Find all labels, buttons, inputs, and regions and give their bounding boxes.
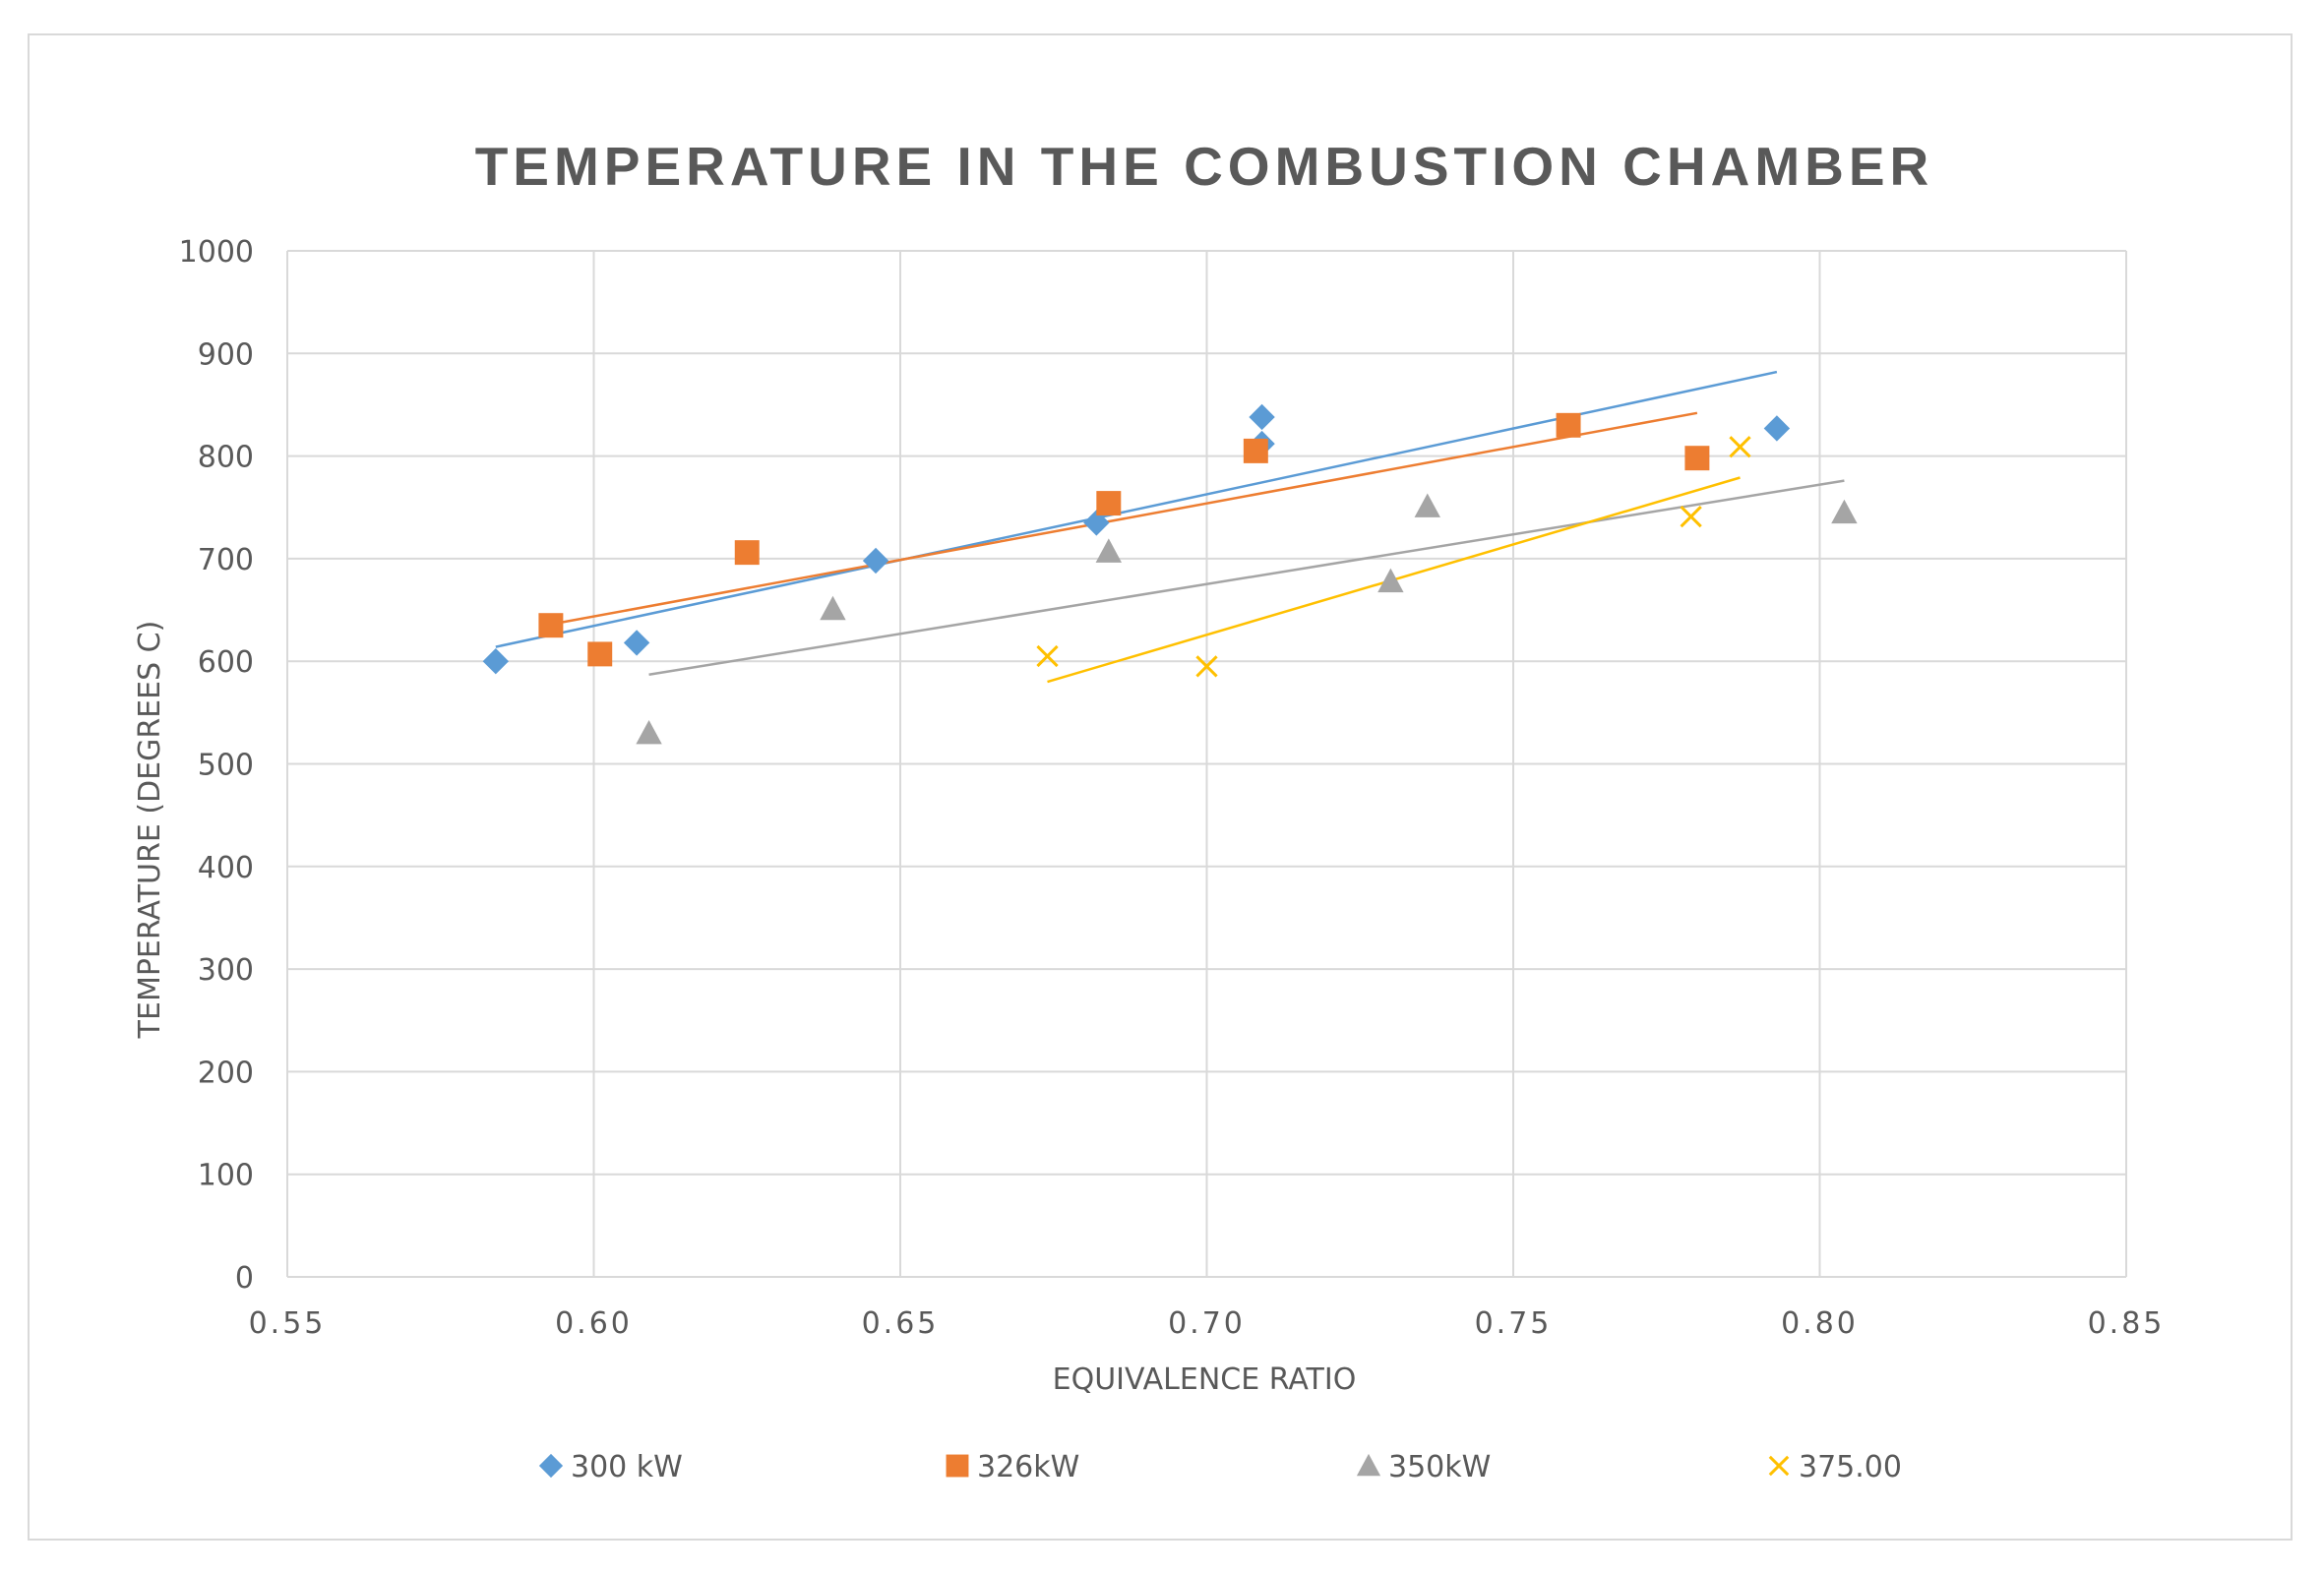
data-point xyxy=(623,630,650,656)
data-point xyxy=(1763,415,1791,442)
trendline xyxy=(648,479,1845,676)
y-tick-label: 800 xyxy=(198,441,254,475)
legend-marker xyxy=(1356,1453,1381,1477)
trendline xyxy=(495,370,1778,648)
data-point xyxy=(1195,655,1218,678)
data-point xyxy=(1377,568,1404,593)
x-tick-label: 0.70 xyxy=(1168,1306,1246,1341)
data-point xyxy=(1083,510,1110,536)
y-tick-label: 200 xyxy=(198,1056,254,1090)
data-point xyxy=(1680,505,1702,528)
y-tick-label: 500 xyxy=(198,749,254,783)
legend-marker xyxy=(1768,1455,1790,1477)
y-tick-label: 1000 xyxy=(179,235,254,270)
data-point xyxy=(482,648,510,675)
y-tick-label: 0 xyxy=(235,1261,254,1296)
data-point xyxy=(1684,446,1710,471)
y-tick-label: 100 xyxy=(198,1159,254,1193)
legend-item: 375.00 xyxy=(1768,1450,1902,1484)
trendlines xyxy=(495,370,1845,684)
data-point xyxy=(1249,403,1275,431)
y-axis-label: TEMPERATURE (DEGREES C) xyxy=(133,621,167,1040)
y-tick-label: 400 xyxy=(198,851,254,885)
data-point xyxy=(1096,491,1122,516)
y-tick-label: 600 xyxy=(198,645,254,680)
x-tick-label: 0.60 xyxy=(555,1306,633,1341)
x-tick-label: 0.75 xyxy=(1475,1306,1553,1341)
chart-title: TEMPERATURE IN THE COMBUSTION CHAMBER xyxy=(475,136,1934,197)
data-point xyxy=(1036,644,1059,668)
x-tick-label: 0.85 xyxy=(2088,1306,2166,1341)
data-point xyxy=(734,540,760,566)
legend-label: 326kW xyxy=(977,1450,1079,1484)
legend: 300 kW 326kW 350kW 375.00 xyxy=(538,1450,1902,1484)
data-point xyxy=(820,595,846,621)
trendline xyxy=(550,411,1698,626)
y-tick-label: 300 xyxy=(198,953,254,988)
legend-marker xyxy=(538,1453,564,1479)
y-tick-labels: 0 100 200 300 400 500 600 700 800 900 1000 xyxy=(179,235,254,1296)
x-axis-label: EQUIVALENCE RATIO xyxy=(1053,1362,1357,1397)
data-point xyxy=(1414,493,1440,517)
y-tick-label: 700 xyxy=(198,543,254,577)
legend-label: 300 kW xyxy=(571,1450,683,1484)
data-point xyxy=(538,613,564,638)
y-tick-label: 900 xyxy=(198,337,254,372)
legend-marker xyxy=(946,1454,969,1478)
x-tick-labels: 0.55 0.60 0.65 0.70 0.75 0.80 0.85 xyxy=(249,1306,2166,1341)
legend-label: 350kW xyxy=(1388,1450,1491,1484)
x-tick-label: 0.55 xyxy=(249,1306,327,1341)
data-point xyxy=(1831,499,1858,524)
chart-frame xyxy=(28,33,2293,1541)
data-point xyxy=(1556,412,1581,438)
legend-label: 375.00 xyxy=(1799,1450,1902,1484)
x-tick-label: 0.80 xyxy=(1781,1306,1859,1341)
data-point xyxy=(636,720,662,745)
data-point xyxy=(1729,436,1751,458)
legend-item: 350kW xyxy=(1356,1450,1491,1484)
data-point xyxy=(1243,438,1268,463)
data-point xyxy=(862,547,889,575)
data-point xyxy=(587,641,613,667)
legend-item: 326kW xyxy=(946,1450,1079,1484)
grid xyxy=(286,250,2127,1278)
x-tick-label: 0.65 xyxy=(862,1306,940,1341)
data-points xyxy=(482,403,1858,745)
legend-item: 300 kW xyxy=(538,1450,683,1484)
data-point xyxy=(1095,538,1123,563)
